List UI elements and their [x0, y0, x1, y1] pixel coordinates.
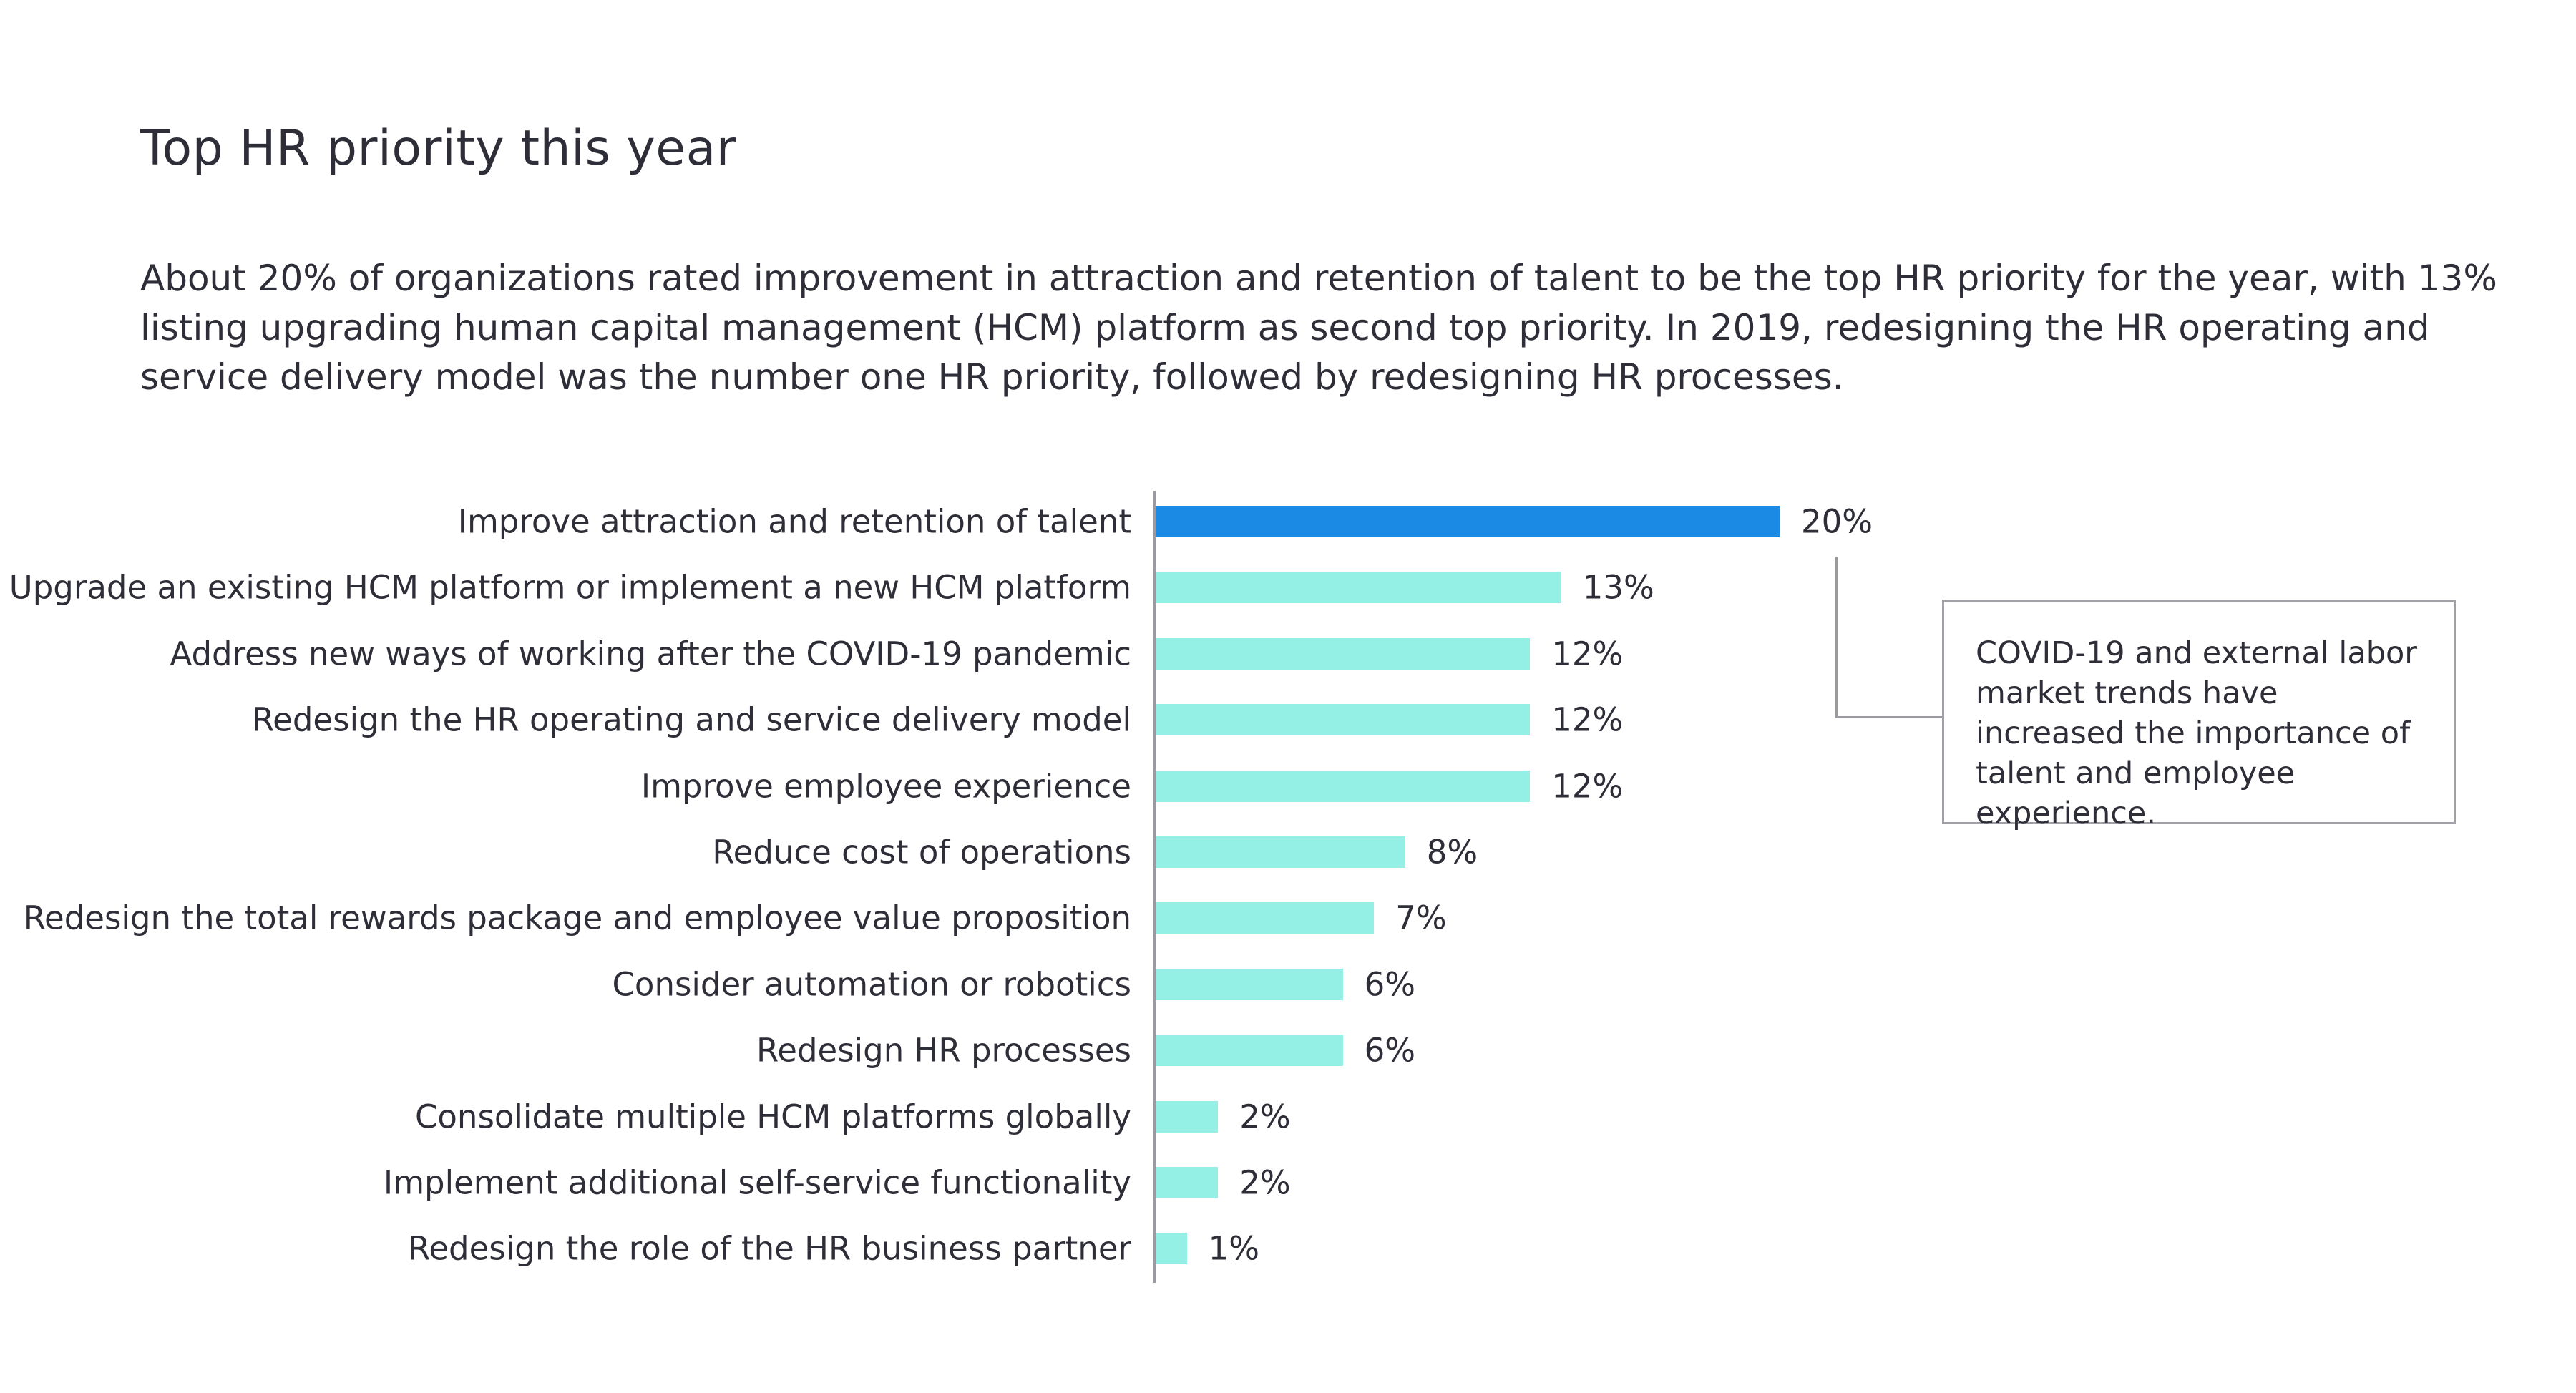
bar [1156, 637, 1531, 670]
data-label: 20% [1801, 502, 1873, 541]
data-label: 6% [1364, 965, 1415, 1004]
data-label: 2% [1239, 1098, 1291, 1136]
data-label: 6% [1364, 1031, 1415, 1070]
category-label: Improve attraction and retention of tale… [457, 502, 1131, 541]
annotation-connector-horizontal [1835, 716, 1943, 718]
data-label: 8% [1426, 833, 1478, 871]
y-axis-line [1153, 491, 1156, 1283]
bar [1156, 1233, 1187, 1265]
category-label: Improve employee experience [640, 767, 1131, 806]
bar [1156, 902, 1375, 934]
bar [1156, 1100, 1219, 1133]
data-label: 7% [1395, 899, 1447, 937]
bar [1156, 1167, 1219, 1198]
data-label: 12% [1551, 700, 1624, 739]
bar [1156, 836, 1405, 868]
annotation-box: COVID-19 and external labor market trend… [1942, 600, 2456, 831]
category-label: Reduce cost of operations [712, 833, 1131, 871]
data-label: 12% [1551, 635, 1624, 673]
bar [1156, 506, 1780, 537]
category-label: Consider automation or robotics [612, 965, 1131, 1004]
bar [1156, 704, 1531, 736]
category-label: Redesign the HR operating and service de… [251, 700, 1131, 739]
data-label: 2% [1239, 1163, 1291, 1202]
data-label: 12% [1551, 767, 1624, 806]
bar [1156, 572, 1561, 604]
category-label: Redesign the role of the HR business par… [408, 1229, 1131, 1268]
chart-description: About 20% of organizations rated improve… [140, 258, 2497, 398]
category-label: Upgrade an existing HCM platform or impl… [9, 568, 1131, 607]
category-label: Consolidate multiple HCM platforms globa… [414, 1098, 1131, 1136]
bar [1156, 770, 1531, 802]
category-label: Implement additional self-service functi… [383, 1163, 1131, 1202]
data-label: 1% [1208, 1229, 1259, 1268]
category-label: Address new ways of working after the CO… [170, 635, 1131, 673]
category-label: Redesign the total rewards package and e… [23, 899, 1131, 937]
category-label: Redesign HR processes [756, 1031, 1131, 1070]
bar [1156, 1035, 1343, 1067]
data-label: 13% [1582, 568, 1654, 607]
chart-title: Top HR priority this year [140, 120, 737, 177]
bar [1156, 968, 1343, 1000]
annotation-connector-vertical [1835, 557, 1838, 718]
